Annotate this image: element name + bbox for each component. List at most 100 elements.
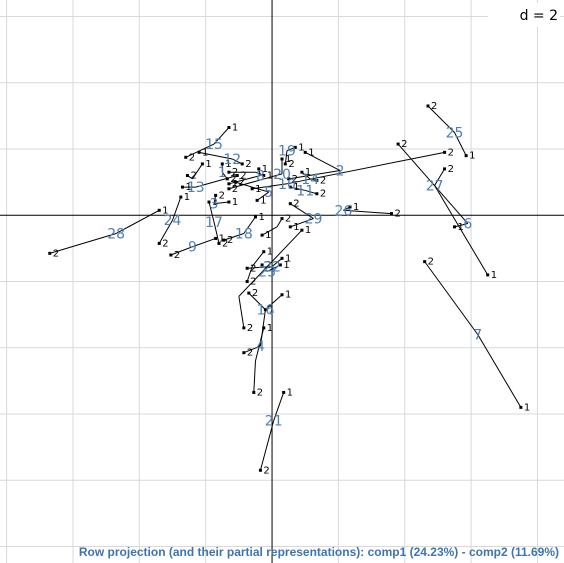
row-27: 12 bbox=[434, 164, 497, 281]
partial-point-2 bbox=[287, 177, 291, 181]
partial-point-label-2: 2 bbox=[292, 174, 298, 185]
partial-point-label-1: 1 bbox=[305, 225, 311, 236]
partial-segment-2 bbox=[232, 158, 243, 165]
partial-point-1 bbox=[200, 162, 204, 166]
row-label: 24 bbox=[164, 213, 182, 229]
partial-point-label-1: 1 bbox=[469, 151, 475, 162]
partial-point-2 bbox=[242, 326, 246, 330]
partial-point-label-2: 2 bbox=[320, 175, 326, 186]
row-25: 12 bbox=[426, 101, 476, 162]
partial-point-label-2: 2 bbox=[247, 323, 253, 334]
partial-point-2 bbox=[389, 212, 393, 216]
partial-point-1 bbox=[157, 208, 161, 212]
row-unlabeled-30: 12 bbox=[245, 247, 273, 288]
partial-point-label-1: 1 bbox=[293, 222, 299, 233]
partial-point-2 bbox=[227, 170, 231, 174]
partial-point-label-2: 2 bbox=[448, 147, 454, 158]
partial-point-label-2: 2 bbox=[252, 288, 258, 299]
partial-segment-2 bbox=[290, 203, 314, 219]
partial-point-1 bbox=[282, 390, 286, 394]
row-17: 12 bbox=[207, 197, 228, 249]
partial-segment-2 bbox=[243, 345, 261, 354]
partial-point-2 bbox=[234, 180, 238, 184]
partial-segment-1 bbox=[290, 186, 306, 191]
partial-segment-2 bbox=[213, 221, 220, 244]
row-15: 12 bbox=[184, 123, 238, 163]
partial-point-label-1: 1 bbox=[262, 164, 268, 175]
partial-segment-1 bbox=[273, 392, 285, 421]
partial-segment-1 bbox=[172, 196, 182, 221]
partial-segment-2 bbox=[158, 219, 173, 244]
partial-point-2 bbox=[227, 182, 231, 186]
partial-segment-1 bbox=[290, 218, 314, 228]
partial-segment-1 bbox=[256, 191, 270, 201]
row-13: 12 bbox=[180, 171, 247, 193]
partial-point-1 bbox=[255, 198, 259, 202]
partial-point-label-1: 1 bbox=[267, 323, 273, 334]
partial-point-label-2: 2 bbox=[222, 238, 228, 249]
row-9: 12 bbox=[169, 233, 225, 261]
row-7: 12 bbox=[423, 257, 530, 413]
row-unlabeled-33: 12 bbox=[227, 167, 273, 182]
partial-segment-1 bbox=[251, 251, 265, 267]
partial-segment-2 bbox=[253, 360, 256, 393]
partial-point-label-2: 2 bbox=[401, 139, 407, 150]
partial-point-label-2: 2 bbox=[428, 257, 434, 268]
partial-point-label-2: 2 bbox=[239, 177, 245, 188]
partial-point-label-2: 2 bbox=[288, 159, 294, 170]
partial-point-2 bbox=[185, 174, 189, 178]
row-label: 26 bbox=[334, 203, 352, 219]
partial-segment-1 bbox=[213, 127, 230, 145]
partial-point-label-1: 1 bbox=[285, 253, 291, 264]
row-label: 1 bbox=[218, 165, 227, 181]
partial-point-1 bbox=[262, 174, 266, 178]
partial-point-label-1: 1 bbox=[232, 123, 238, 134]
partial-point-1 bbox=[486, 273, 490, 277]
partial-point-1 bbox=[250, 187, 254, 191]
partial-point-2 bbox=[217, 241, 221, 245]
partial-point-2 bbox=[245, 266, 249, 270]
row-unlabeled-31: 12 bbox=[252, 323, 273, 398]
row-6: 12 bbox=[396, 139, 469, 233]
row-label: 27 bbox=[426, 178, 444, 194]
partial-point-label-1: 1 bbox=[285, 290, 291, 301]
partial-segment-1 bbox=[265, 294, 283, 311]
partial-point-1 bbox=[293, 145, 297, 149]
row-label: 18 bbox=[235, 226, 253, 242]
partial-point-2 bbox=[443, 150, 447, 154]
row-label: 4 bbox=[256, 339, 265, 355]
partial-point-label-2: 2 bbox=[257, 387, 263, 398]
partial-point-label-1: 1 bbox=[185, 182, 191, 193]
partial-point-label-2: 2 bbox=[230, 174, 236, 185]
partial-point-1 bbox=[303, 150, 307, 154]
partial-point-1 bbox=[262, 250, 266, 254]
partial-point-1 bbox=[179, 195, 183, 199]
partial-point-1 bbox=[207, 200, 211, 204]
row-label: 11 bbox=[296, 183, 314, 199]
partial-point-2 bbox=[184, 155, 188, 159]
row-label: 14 bbox=[301, 172, 319, 188]
partial-point-label-2: 2 bbox=[247, 348, 253, 359]
partial-point-label-1: 1 bbox=[298, 142, 304, 153]
partial-point-label-2: 2 bbox=[232, 184, 238, 195]
partial-segment-1 bbox=[115, 209, 160, 234]
row-label: 9 bbox=[188, 240, 197, 256]
partial-point-2 bbox=[227, 187, 231, 191]
partial-point-label-2: 2 bbox=[431, 101, 437, 112]
partial-point-label-1: 1 bbox=[308, 147, 314, 158]
partial-point-2 bbox=[48, 251, 52, 255]
partial-point-label-1: 1 bbox=[260, 195, 266, 206]
partial-point-2 bbox=[443, 167, 447, 171]
partial-point-2 bbox=[242, 351, 246, 355]
x-axis-label: Row projection (and their partial repres… bbox=[79, 545, 559, 559]
partial-point-1 bbox=[288, 225, 292, 229]
partial-point-label-1: 1 bbox=[458, 222, 464, 233]
partial-point-1 bbox=[278, 263, 282, 267]
partial-point-1 bbox=[348, 205, 352, 209]
partial-segment-2 bbox=[235, 181, 269, 193]
partial-point-label-2: 2 bbox=[232, 179, 238, 190]
partial-point-2 bbox=[258, 468, 262, 472]
row-unlabeled-34: 12 bbox=[260, 214, 291, 241]
